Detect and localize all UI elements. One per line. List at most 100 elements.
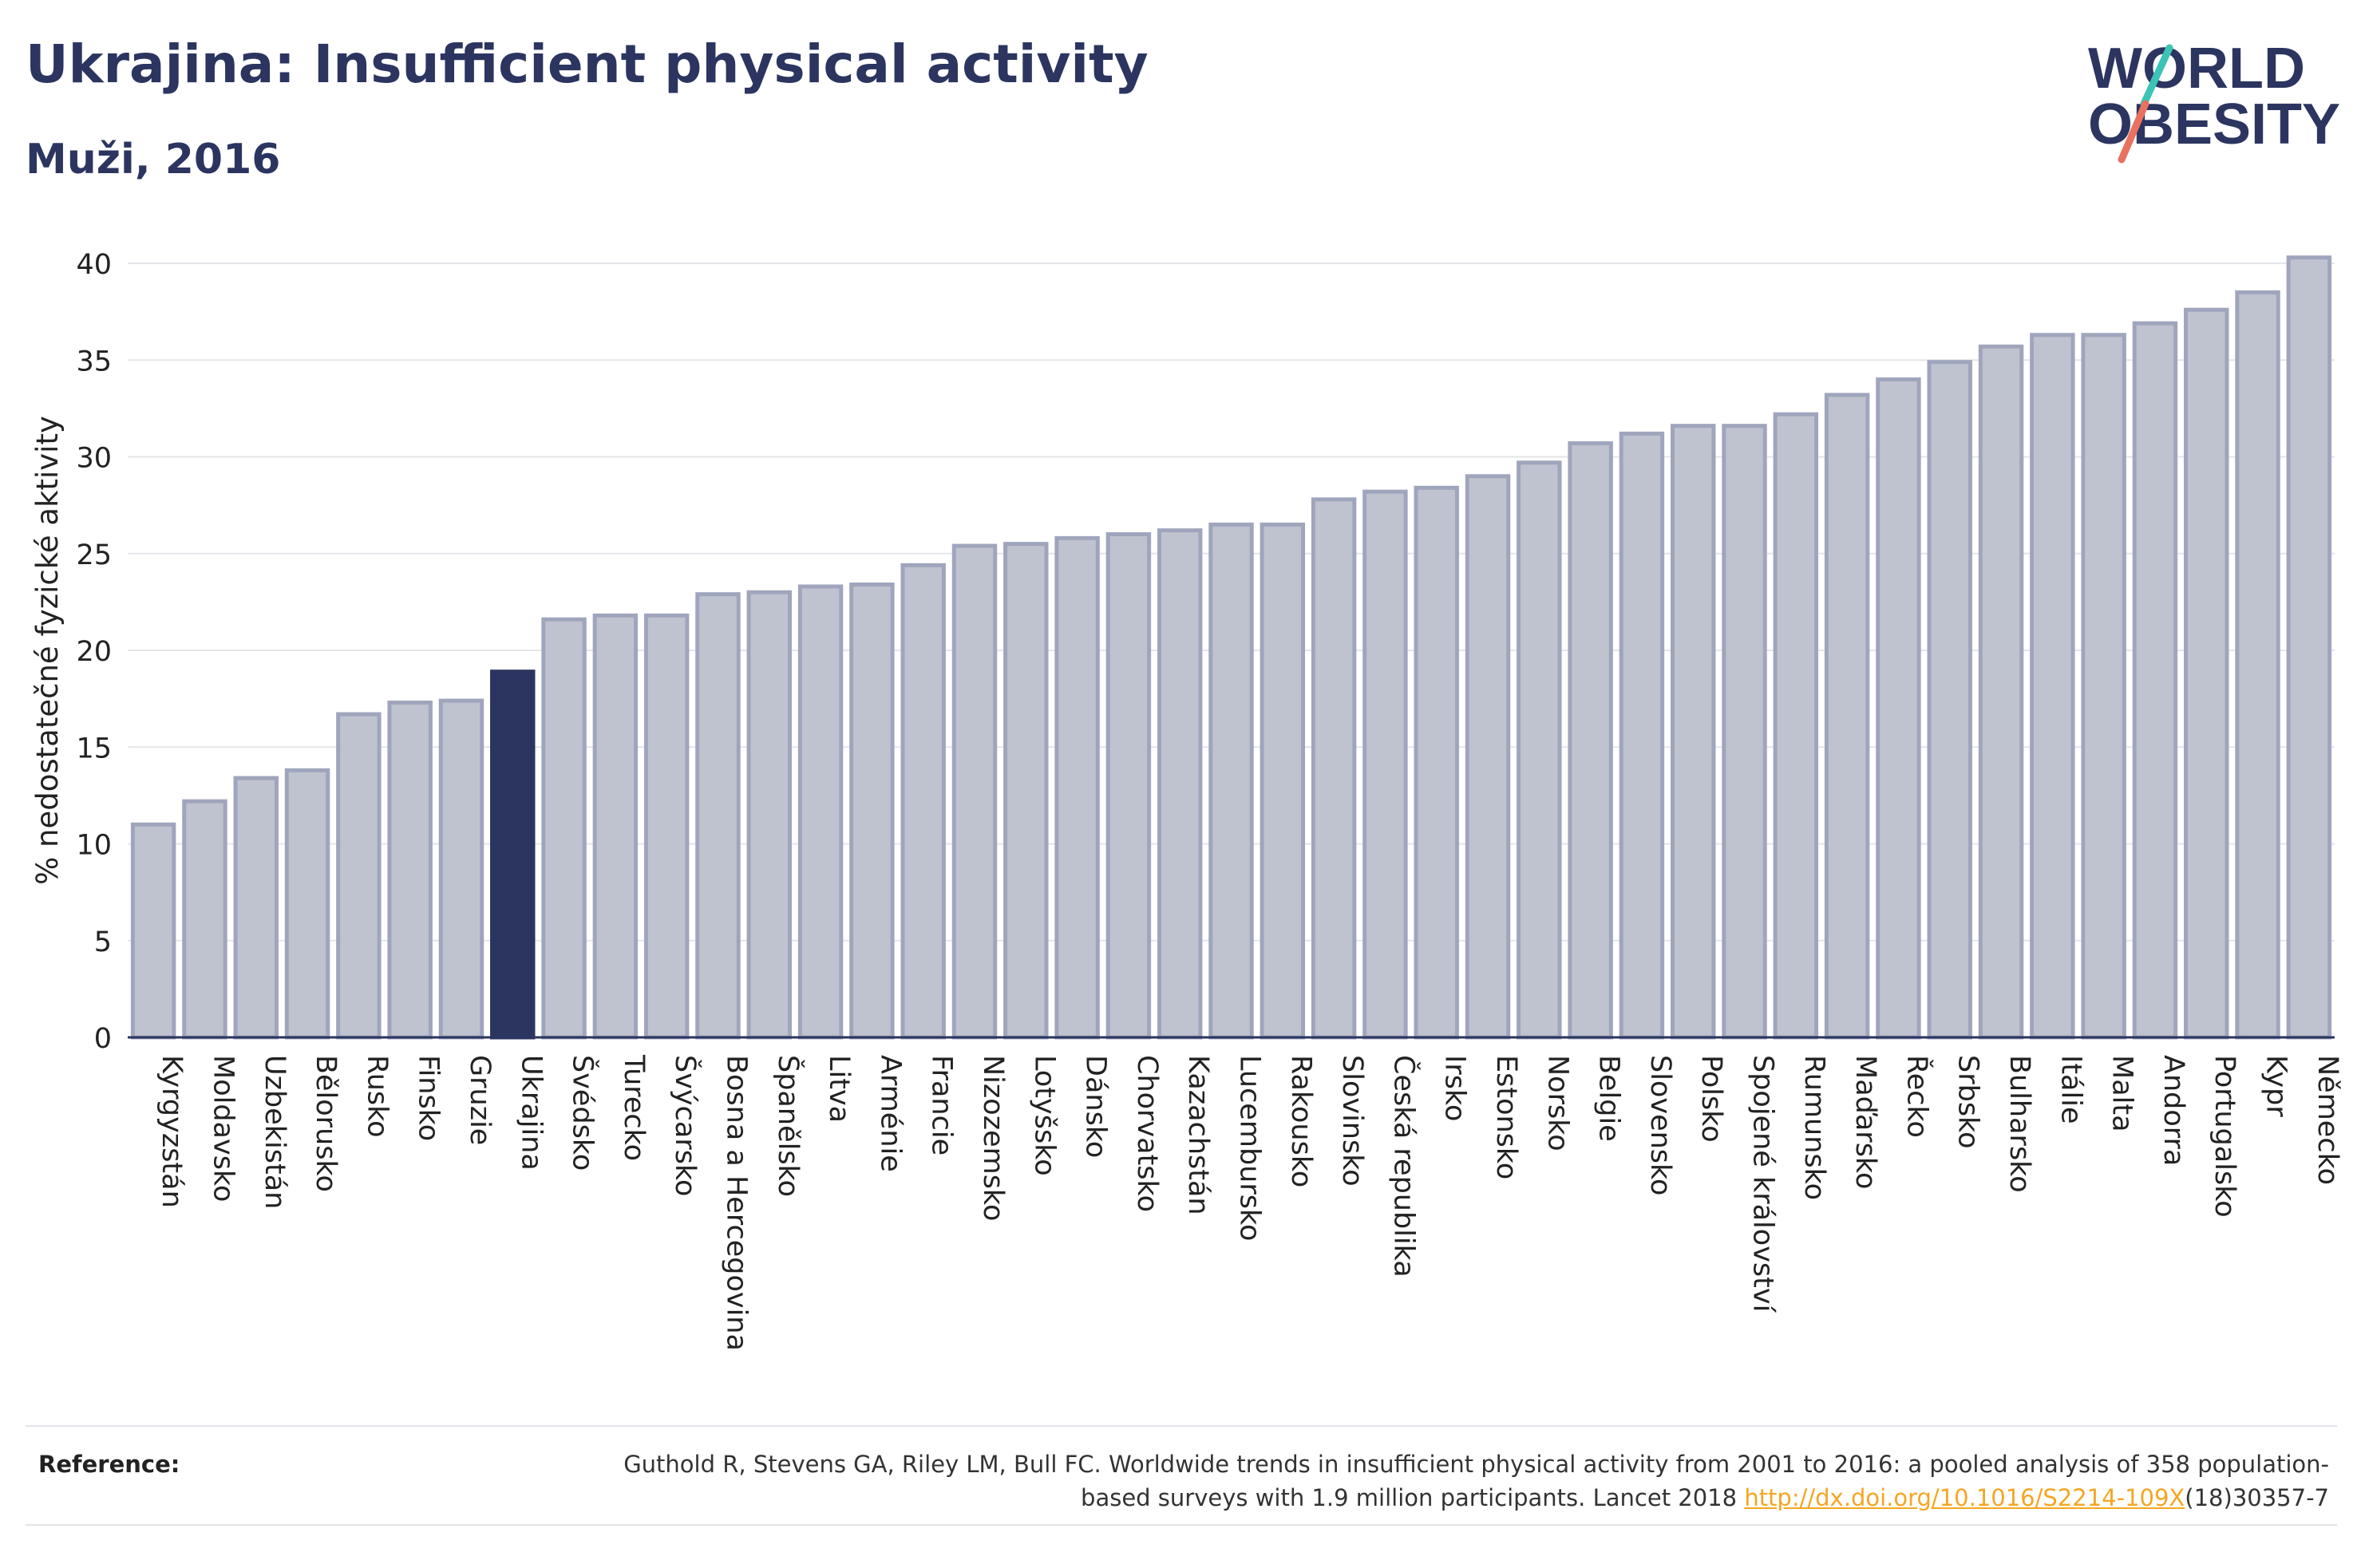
reference-label: Reference: — [38, 1451, 180, 1478]
bar — [182, 799, 227, 1040]
bar — [130, 822, 176, 1040]
x-tick-label: Belgie — [1593, 1055, 1625, 1142]
x-tick-label: Arménie — [874, 1055, 906, 1172]
bar — [797, 584, 844, 1040]
bar — [1362, 489, 1408, 1040]
x-tick-label: Lotyšsko — [1028, 1055, 1060, 1176]
x-tick-label: Rumunsko — [1798, 1055, 1830, 1200]
x-tick-label: Francie — [926, 1055, 958, 1155]
x-tick-label: Rakousko — [1285, 1055, 1317, 1187]
bar — [1157, 528, 1203, 1040]
bar — [746, 590, 793, 1040]
bar — [438, 698, 484, 1040]
reference-doi-link[interactable]: http://dx.doi.org/10.1016/S2214-109X — [1744, 1484, 2185, 1511]
bar — [951, 543, 998, 1040]
x-tick-label: Moldavsko — [207, 1055, 239, 1202]
bar — [1003, 542, 1049, 1040]
x-tick-label: Finsko — [413, 1055, 445, 1141]
x-tick-label: Německo — [2312, 1055, 2343, 1185]
bar — [849, 583, 895, 1040]
world-obesity-logo: WORLD OBESITY — [2088, 37, 2340, 164]
x-tick-label: Řecko — [1900, 1055, 1934, 1138]
x-tick-label: Česká republika — [1387, 1055, 1421, 1278]
y-axis-label: % nedostatečné fyzické aktivity — [30, 416, 65, 885]
bar — [1105, 532, 1152, 1040]
reference-text: Guthold R, Stevens GA, Riley LM, Bull FC… — [573, 1448, 2329, 1515]
bar — [541, 617, 587, 1040]
y-tick-label: 35 — [76, 346, 112, 377]
bar — [695, 592, 741, 1040]
x-tick-label: Irsko — [1439, 1055, 1471, 1121]
x-tick-label: Španělsko — [772, 1055, 805, 1197]
y-tick-label: 0 — [94, 1023, 112, 1055]
x-tick-label: Portugalsko — [2209, 1055, 2240, 1218]
bar — [2235, 290, 2280, 1040]
x-tick-label: Turecko — [618, 1054, 650, 1161]
y-tick-label: 15 — [76, 733, 112, 764]
x-tick-label: Rusko — [361, 1055, 393, 1138]
x-tick-label: Chorvatsko — [1131, 1055, 1163, 1212]
bar — [1978, 344, 2024, 1040]
x-tick-label: Ukrajina — [515, 1055, 547, 1171]
bar — [592, 613, 639, 1040]
bar — [900, 563, 946, 1040]
bar — [233, 776, 279, 1040]
bar — [1773, 412, 1819, 1040]
bar — [2081, 333, 2126, 1040]
x-tick-label: Litva — [823, 1055, 855, 1123]
x-tick-label: Bulharsko — [2003, 1055, 2035, 1193]
logo-slash-teal — [2140, 44, 2173, 108]
reference-citation-suffix: (18)30357-7 — [2185, 1484, 2329, 1511]
bar — [1619, 431, 1665, 1040]
bar — [284, 768, 330, 1040]
bar — [1517, 460, 1562, 1040]
bar — [1260, 522, 1306, 1040]
bar — [1054, 535, 1100, 1040]
x-tick-label: Srbsko — [1952, 1055, 1984, 1149]
chart-title: Ukrajina: Insufficient physical activity — [26, 34, 1149, 95]
bar — [336, 712, 382, 1040]
x-tick-label: Švýcarsko — [669, 1055, 702, 1196]
x-tick-label: Estonsko — [1490, 1055, 1522, 1179]
x-tick-label: Itálie — [2055, 1055, 2086, 1124]
bar — [490, 669, 536, 1040]
bar — [2132, 321, 2178, 1040]
footer-divider-bottom — [26, 1524, 2337, 1526]
x-tick-label: Kyrgyzstán — [156, 1055, 188, 1208]
y-tick-label: 20 — [76, 636, 112, 668]
x-tick-label: Kazachstán — [1182, 1055, 1214, 1215]
x-tick-label: Bělorusko — [310, 1055, 342, 1192]
x-tick-label: Bosna a Hercegovina — [720, 1055, 752, 1351]
y-tick-label: 40 — [76, 249, 112, 281]
x-tick-label: Dánsko — [1080, 1055, 1112, 1158]
x-tick-label: Malta — [2106, 1055, 2138, 1132]
reference-citation: Guthold R, Stevens GA, Riley LM, Bull FC… — [623, 1451, 2329, 1511]
logo-line-1: WORLD — [2088, 37, 2305, 101]
y-tick-label: 25 — [76, 539, 112, 571]
x-tick-label: Slovensko — [1644, 1055, 1676, 1195]
bar — [2286, 255, 2332, 1040]
x-tick-label: Uzbekistán — [259, 1055, 291, 1209]
x-tick-label: Lucembursko — [1234, 1055, 1266, 1241]
bar — [1568, 441, 1613, 1040]
y-tick-label: 30 — [76, 443, 112, 475]
x-tick-label: Gruzie — [464, 1055, 496, 1145]
bar — [1722, 424, 1767, 1040]
footer-divider-top — [26, 1425, 2337, 1427]
y-tick-label: 5 — [94, 926, 112, 958]
bar — [1311, 497, 1357, 1040]
logo-slash-coral — [2118, 100, 2149, 164]
bar — [1465, 474, 1511, 1040]
x-tick-label: Kypr — [2260, 1055, 2292, 1117]
chart-subtitle: Muži, 2016 — [26, 136, 281, 184]
bar — [1876, 377, 1921, 1040]
x-tick-label: Slovinsko — [1336, 1055, 1368, 1187]
bar — [1208, 522, 1254, 1040]
bar — [643, 613, 690, 1040]
x-tick-label: Polsko — [1695, 1055, 1727, 1143]
bar — [1414, 485, 1459, 1040]
axes: 0 5 10 15 20 25 30 35 40 Kyrgyzstán Moldavsko Uzbek… — [76, 249, 2343, 1351]
bar — [1824, 393, 1870, 1040]
bar-chart: 0 5 10 15 20 25 30 35 40 Kyrgyzstán Moldavsko Uzbek… — [30, 249, 2343, 1351]
x-tick-label: Norsko — [1541, 1055, 1573, 1151]
